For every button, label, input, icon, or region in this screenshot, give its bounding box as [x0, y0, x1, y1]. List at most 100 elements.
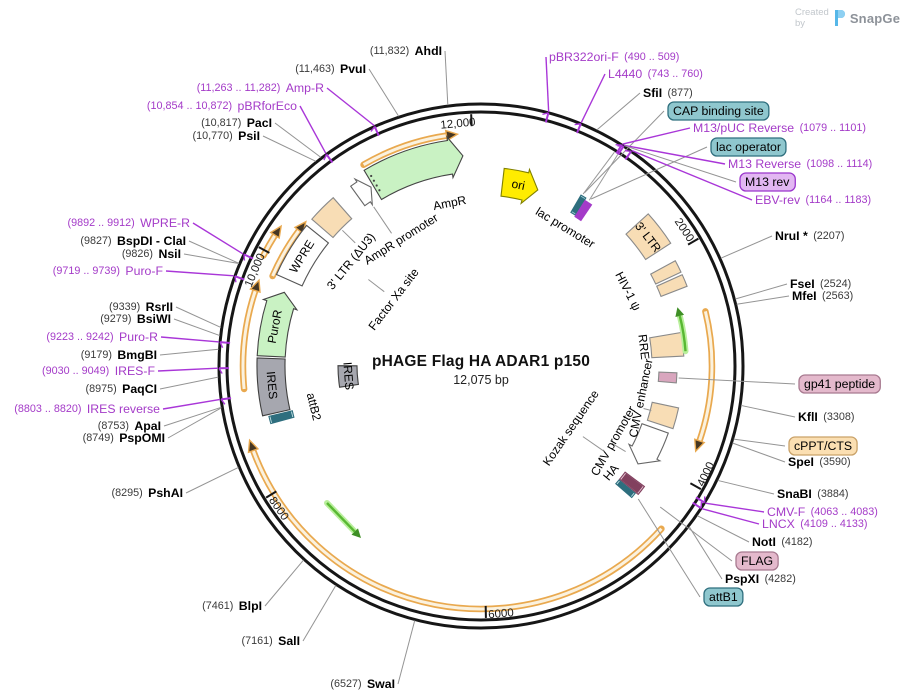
site-label-cap-binding-site[interactable]: CAP binding site — [667, 101, 770, 121]
site-label-m13-rev[interactable]: M13 rev — [739, 172, 796, 192]
site-label-l4440[interactable]: L4440 (743 .. 760) — [608, 67, 703, 81]
site-label-puro-r[interactable]: (9223 .. 9242) Puro-R — [46, 330, 158, 344]
feature-puror[interactable] — [256, 291, 299, 358]
svg-text:M13/pUC Reverse (1079 .. 1101): M13/pUC Reverse (1079 .. 1101) — [693, 121, 866, 135]
site-label-bspdi-clai[interactable]: (9827) BspDI - ClaI — [80, 234, 186, 248]
site-label-snabi[interactable]: SnaBI (3884) — [777, 487, 848, 501]
site-label-puro-f[interactable]: (9719 .. 9739) Puro-F — [53, 264, 164, 278]
site-label-ebv-rev[interactable]: EBV-rev (1164 .. 1183) — [755, 193, 871, 207]
feature-cmv-enhancer[interactable] — [646, 401, 680, 430]
site-label-cppt-cts[interactable]: cPPT/CTS — [788, 436, 858, 456]
callout-line-pbr322ori-f — [545, 56, 550, 112]
site-label-pshai[interactable]: (8295) PshAI — [112, 486, 183, 500]
site-label-flag[interactable]: FLAG — [735, 551, 779, 571]
site-label-spei[interactable]: SpeI (3590) — [788, 455, 851, 469]
site-label-paqci[interactable]: (8975) PaqCI — [86, 382, 157, 396]
site-label-gp41-peptide[interactable]: gp41 peptide — [798, 374, 881, 394]
feature-ires[interactable] — [256, 357, 291, 417]
site-label-wpre-r[interactable]: (9892 .. 9912) WPRE-R — [67, 216, 190, 230]
primer-stripe — [575, 200, 589, 219]
site-label-noti[interactable]: NotI (4182) — [752, 535, 813, 549]
feature-label-ampr[interactable]: AmpR — [432, 193, 468, 213]
site-label-fsei[interactable]: FseI (2524) — [790, 277, 851, 291]
svg-text:(8975) PaqCI: (8975) PaqCI — [86, 382, 157, 396]
primer-stripe — [576, 201, 590, 220]
feature-label-kozak[interactable]: Kozak sequence — [540, 387, 602, 468]
site-label-ires-reverse[interactable]: (8803 .. 8820) IRES reverse — [14, 402, 160, 416]
site-label-pbr322ori-f[interactable]: pBR322ori-F (490 .. 509) — [549, 50, 679, 64]
site-label-lncx[interactable]: LNCX (4109 .. 4133) — [762, 517, 867, 531]
primer-tick — [243, 253, 254, 260]
svg-text:pBR322ori-F (490 .. 509): pBR322ori-F (490 .. 509) — [549, 50, 679, 64]
callout-line-cap-binding-site — [584, 110, 665, 193]
callout-line-bspdi-clai — [188, 240, 240, 264]
site-label-ahdi[interactable]: (11,832) AhdI — [370, 44, 442, 58]
feature-rre[interactable] — [649, 331, 685, 359]
feature-label-rre[interactable]: RRE — [635, 333, 652, 360]
feature-ltr-3p-du3[interactable] — [311, 196, 353, 239]
feature-ampr[interactable] — [363, 135, 464, 201]
callout-line-pspxi — [688, 526, 723, 580]
svg-text:(8753) ApaI: (8753) ApaI — [98, 419, 161, 433]
site-label-amp-r[interactable]: (11,263 .. 11,282) Amp-R — [197, 81, 324, 95]
feature-label-ires-inner[interactable]: IRES — [340, 361, 356, 390]
feature-hiv1-psi-a[interactable] — [649, 260, 682, 285]
site-label-pbrforeco[interactable]: (10,854 .. 10,872) pBRforEco — [147, 99, 297, 113]
callout-line-m13-rev — [624, 145, 737, 183]
svg-text:(10,817) PacI: (10,817) PacI — [201, 116, 272, 130]
feature-cmv-promoter[interactable] — [627, 422, 670, 465]
feature-label-attb2-feature[interactable]: attB2 — [304, 391, 324, 422]
site-label-mfei[interactable]: MfeI (2563) — [792, 289, 853, 303]
site-box-flag — [735, 551, 779, 571]
callout-hook — [323, 154, 328, 161]
svg-text:(7461) BlpI: (7461) BlpI — [202, 599, 262, 613]
callout-line-gp41-peptide — [678, 377, 796, 385]
site-label-m13-reverse[interactable]: M13 Reverse (1098 .. 1114) — [728, 157, 872, 171]
site-label-psii[interactable]: (10,770) PsiI — [193, 129, 261, 143]
site-label-pvui[interactable]: (11,463) PvuI — [295, 62, 366, 76]
svg-text:(11,832) AhdI: (11,832) AhdI — [370, 44, 442, 58]
feature-ori[interactable] — [500, 167, 539, 205]
site-label-lac-operator[interactable]: lac operator — [710, 137, 787, 157]
site-label-kfli[interactable]: KflI (3308) — [798, 410, 854, 424]
site-label-paci[interactable]: (10,817) PacI — [201, 116, 272, 130]
site-label-cmv-f[interactable]: CMV-F (4063 .. 4083) — [767, 505, 878, 519]
site-label-m13-puc-reverse[interactable]: M13/pUC Reverse (1079 .. 1101) — [693, 121, 866, 135]
site-label-bsiwi[interactable]: (9279) BsiWI — [100, 312, 171, 326]
site-label-swai[interactable]: (6527) SwaI — [330, 677, 395, 691]
feature-label-factor-xa[interactable]: Factor Xa site — [366, 265, 422, 333]
site-label-attb1[interactable]: attB1 — [703, 587, 744, 607]
bp-tick-10000 — [258, 246, 270, 254]
site-label-pspxi[interactable]: PspXI (4282) — [725, 572, 796, 586]
site-label-ires-f[interactable]: (9030 .. 9049) IRES-F — [42, 364, 155, 378]
svg-text:(9826) NsiI: (9826) NsiI — [122, 247, 181, 261]
feature-label-hiv1-psi-b[interactable]: HIV-1 ψ — [612, 269, 643, 313]
orf-arc-core-2 — [271, 229, 301, 277]
site-label-nrui[interactable]: NruI * (2207) — [775, 229, 844, 243]
feature-hiv1-psi-b[interactable] — [655, 273, 688, 298]
feature-label-puror[interactable]: PuroR — [265, 308, 285, 344]
feature-gp41-feature[interactable] — [657, 371, 678, 384]
backbone-inner-circle — [225, 110, 737, 622]
callout-line-ahdi — [444, 50, 449, 106]
site-label-apai[interactable]: (8753) ApaI — [98, 419, 161, 433]
feature-wpre[interactable] — [275, 224, 330, 287]
callout-hook — [220, 398, 226, 405]
feature-ires-inner[interactable] — [337, 365, 360, 388]
hatch-stripe — [622, 477, 640, 492]
site-label-nsii[interactable]: (9826) NsiI — [122, 247, 181, 261]
feature-label-ori[interactable]: ori — [510, 177, 526, 193]
site-label-blpi[interactable]: (7461) BlpI — [202, 599, 262, 613]
site-label-sali[interactable]: (7161) SalI — [242, 634, 301, 648]
callout-line-nrui — [720, 235, 773, 259]
primer-tick — [692, 501, 702, 510]
feature-ampr-promoter[interactable] — [349, 177, 373, 207]
site-label-rsrii[interactable]: (9339) RsrII — [109, 300, 173, 314]
feature-ltr-3p[interactable] — [625, 213, 672, 261]
site-label-bmgbi[interactable]: (9179) BmgBI — [81, 348, 157, 362]
site-label-sfii[interactable]: SfiI (877) — [643, 86, 693, 100]
feature-label-lac-promoter[interactable]: lac promoter — [533, 204, 597, 251]
feature-label-ires[interactable]: IRES — [264, 371, 281, 400]
site-label-pspomi[interactable]: (8749) PspOMI — [83, 431, 165, 445]
snapgene-brand-text: SnapGene — [849, 10, 901, 26]
